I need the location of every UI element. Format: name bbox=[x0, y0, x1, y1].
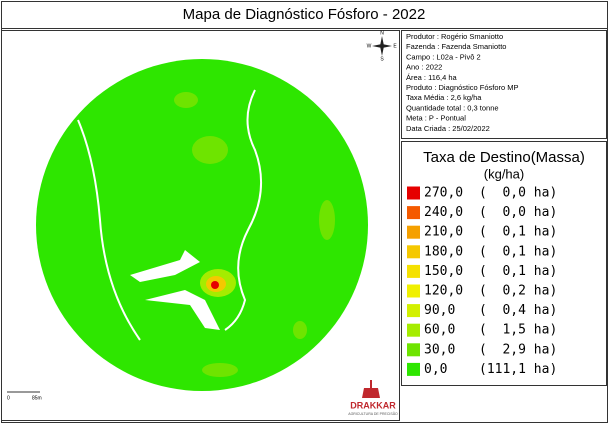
zone bbox=[202, 363, 238, 377]
title: Mapa de Diagnóstico Fósforo - 2022 bbox=[183, 6, 426, 23]
compass-n: N bbox=[380, 30, 384, 36]
legend-rate: 60,0 bbox=[424, 323, 455, 338]
road bbox=[130, 250, 200, 282]
legend-swatch bbox=[407, 284, 420, 298]
info-box bbox=[401, 30, 607, 139]
legend-rate: 120,0 bbox=[424, 284, 463, 299]
scale-end: 85m bbox=[32, 395, 42, 401]
legend-swatch bbox=[407, 343, 420, 357]
zone bbox=[211, 281, 219, 289]
compass-rose bbox=[372, 36, 392, 56]
legend-swatch bbox=[407, 225, 420, 239]
legend-rate: 240,0 bbox=[424, 205, 463, 220]
legend-swatch bbox=[407, 245, 420, 259]
legend-box bbox=[401, 141, 607, 386]
scale-bar: 0 85m bbox=[7, 391, 42, 401]
zone bbox=[319, 200, 335, 240]
info-line: Produtor : Rogério Smaniotto bbox=[406, 32, 503, 41]
legend-area: ( 0,1 ha) bbox=[479, 244, 557, 259]
field-circle bbox=[36, 59, 368, 391]
legend-area: ( 0,4 ha) bbox=[479, 303, 557, 318]
road bbox=[77, 119, 141, 341]
legend-swatch bbox=[407, 186, 420, 200]
info-line: Meta : P - Pontual bbox=[406, 114, 466, 123]
info-line: Ano : 2022 bbox=[406, 63, 442, 72]
legend-title: Taxa de Destino(Massa) bbox=[423, 149, 585, 166]
legend-area: ( 1,5 ha) bbox=[479, 323, 557, 338]
legend-rate: 180,0 bbox=[424, 244, 463, 259]
compass-s: S bbox=[380, 56, 384, 62]
legend-unit: (kg/ha) bbox=[484, 166, 524, 181]
scale-start: 0 bbox=[7, 395, 10, 401]
legend-rate: 90,0 bbox=[424, 303, 455, 318]
legend-area: (111,1 ha) bbox=[479, 362, 557, 377]
info-line: Taxa Média : 2,6 kg/ha bbox=[406, 93, 482, 102]
legend-rate: 30,0 bbox=[424, 342, 455, 357]
road bbox=[224, 89, 263, 331]
legend-area: ( 0,1 ha) bbox=[479, 225, 557, 240]
legend-area: ( 2,9 ha) bbox=[479, 342, 557, 357]
info-line: Data Criada : 25/02/2022 bbox=[406, 124, 490, 133]
legend-swatch bbox=[407, 323, 420, 337]
logo-tagline: AGRICULTURA DE PRECISÃO bbox=[348, 411, 398, 416]
compass-w: W bbox=[367, 43, 372, 49]
legend-rate: 210,0 bbox=[424, 225, 463, 240]
info-line: Quantidade total : 0,3 tonne bbox=[406, 103, 499, 112]
legend-swatch bbox=[407, 304, 420, 318]
road bbox=[145, 290, 220, 330]
legend-swatch bbox=[407, 206, 420, 220]
legend-area: ( 0,0 ha) bbox=[479, 205, 557, 220]
logo-ship bbox=[362, 380, 380, 398]
compass: N S E W bbox=[367, 30, 398, 62]
legend-area: ( 0,1 ha) bbox=[479, 264, 557, 279]
logo-name: DRAKKAR bbox=[350, 400, 396, 410]
zone bbox=[293, 321, 307, 339]
title-box bbox=[1, 1, 608, 29]
zone bbox=[174, 92, 198, 108]
info-line: Produto : Diagnóstico Fósforo MP bbox=[406, 83, 519, 92]
logo: DRAKKAR AGRICULTURA DE PRECISÃO bbox=[348, 380, 398, 416]
info-line: Fazenda : Fazenda Smaniotto bbox=[406, 42, 506, 51]
zone bbox=[192, 136, 228, 164]
legend-rate: 0,0 bbox=[424, 362, 447, 377]
legend-area: ( 0,2 ha) bbox=[479, 284, 557, 299]
info-line: Área : 116,4 ha bbox=[406, 73, 458, 82]
legend-rate: 270,0 bbox=[424, 186, 463, 201]
legend-area: ( 0,0 ha) bbox=[479, 186, 557, 201]
legend-swatch bbox=[407, 264, 420, 278]
legend-swatch bbox=[407, 362, 420, 376]
field bbox=[36, 59, 368, 391]
compass-e: E bbox=[393, 43, 397, 49]
info-line: Campo : L02a - Pivô 2 bbox=[406, 52, 481, 61]
legend-rate: 150,0 bbox=[424, 264, 463, 279]
